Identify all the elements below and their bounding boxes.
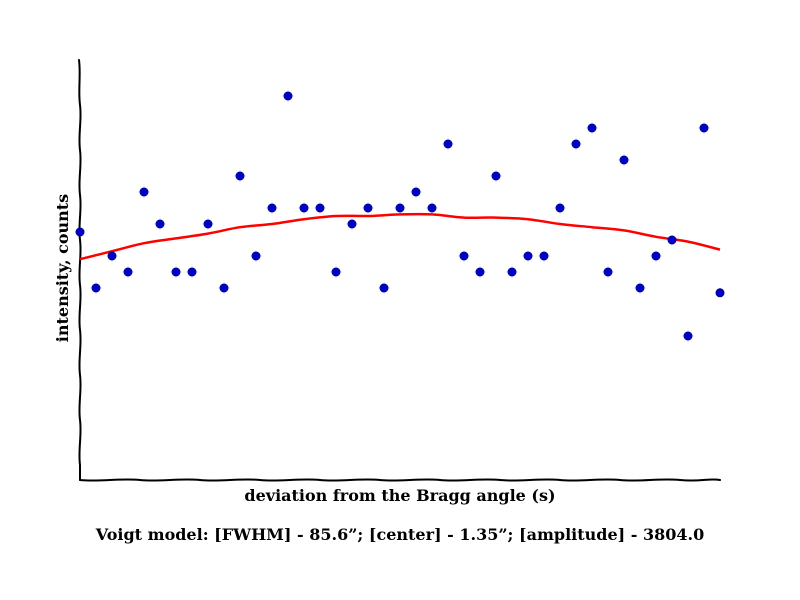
data-point (491, 171, 501, 181)
data-point (555, 203, 565, 213)
data-point (75, 227, 85, 237)
data-point (635, 283, 645, 293)
data-point (91, 283, 101, 293)
data-point (459, 251, 469, 261)
data-point (203, 219, 213, 229)
data-point (347, 219, 357, 229)
data-point (443, 139, 453, 149)
data-point (171, 267, 181, 277)
data-point (683, 331, 693, 341)
x-axis-line (79, 478, 721, 482)
data-point (571, 139, 581, 149)
data-point (715, 288, 725, 298)
data-point (699, 123, 709, 133)
data-point (523, 251, 533, 261)
data-point (507, 267, 517, 277)
data-point (539, 251, 549, 261)
data-point (427, 203, 437, 213)
data-point (395, 203, 405, 213)
x-axis-label: deviation from the Bragg angle (s) (244, 486, 555, 505)
data-point (379, 283, 389, 293)
data-point (123, 267, 133, 277)
data-point (475, 267, 485, 277)
data-point (315, 203, 325, 213)
y-axis-line (78, 59, 82, 481)
data-point (187, 267, 197, 277)
fit-parameters-caption: Voigt model: [FWHM] - 85.6”; [center] - … (95, 525, 704, 544)
data-point (331, 267, 341, 277)
data-point (283, 91, 293, 101)
data-point (299, 203, 309, 213)
data-point (667, 235, 677, 245)
data-point (139, 187, 149, 197)
data-point (267, 203, 277, 213)
data-point (219, 283, 229, 293)
data-point (363, 203, 373, 213)
plot-area (75, 91, 725, 341)
data-point (603, 267, 613, 277)
data-point (235, 171, 245, 181)
data-point (651, 251, 661, 261)
data-point (619, 155, 629, 165)
data-point (587, 123, 597, 133)
fit-curve-line (79, 212, 721, 261)
data-point (155, 219, 165, 229)
data-point (411, 187, 421, 197)
y-axis-label: intensity, counts (53, 194, 72, 342)
data-point (251, 251, 261, 261)
data-point (107, 251, 117, 261)
